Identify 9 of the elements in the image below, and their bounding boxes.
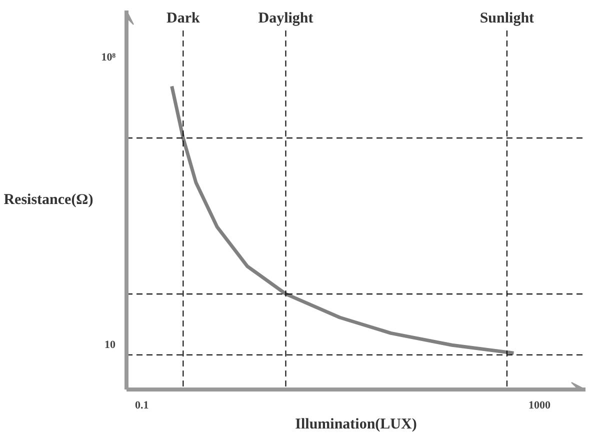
x-tick-label: 0.1 bbox=[135, 400, 149, 412]
ref-line-label: Sunlight bbox=[480, 10, 534, 26]
y-tick-label: 10⁸ bbox=[101, 52, 116, 64]
x-tick-label: 1000 bbox=[528, 400, 552, 412]
ref-line-label: Daylight bbox=[258, 10, 314, 26]
x-axis-title: Illumination(LUX) bbox=[295, 416, 417, 432]
y-axis-title: Resistance(Ω) bbox=[4, 192, 94, 208]
y-tick-label: 10 bbox=[104, 339, 116, 352]
ref-line-label: Dark bbox=[166, 10, 200, 26]
